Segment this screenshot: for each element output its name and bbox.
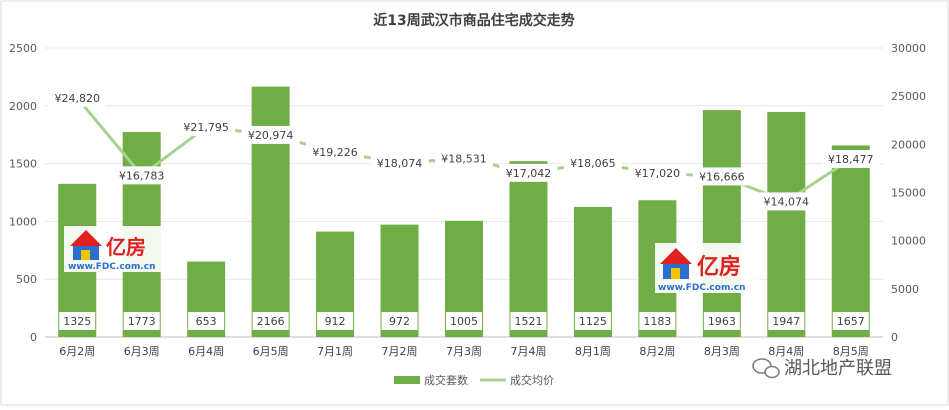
y-right-tick-label: 5000	[891, 283, 919, 296]
x-tick-label: 7月1周	[317, 345, 353, 358]
bar-label-box	[446, 312, 482, 330]
x-tick-label: 7月3周	[446, 345, 482, 358]
y-left-tick-label: 1500	[9, 158, 37, 171]
y-left-tick-label: 500	[16, 273, 37, 286]
line-label-box	[821, 150, 880, 169]
bar	[831, 145, 870, 337]
x-tick-label: 8月5周	[833, 345, 869, 358]
line-data-label: ¥18,065	[570, 157, 616, 170]
bar-data-label: 1325	[63, 315, 91, 328]
bar-label-box	[317, 312, 354, 330]
line-data-label: ¥18,074	[377, 157, 423, 170]
line-data-label: ¥14,074	[764, 195, 810, 208]
bar-data-label: 972	[389, 315, 410, 328]
line-label-box	[757, 192, 816, 211]
y-right-tick-label: 10000	[891, 235, 926, 248]
y-left-tick-label: 2500	[9, 42, 37, 55]
bar-label-box	[381, 312, 418, 330]
fdc-logo-watermark-right: 亿房 www.FDC.com.cn	[655, 243, 759, 293]
bar-data-label: 1521	[514, 315, 542, 328]
y-left-tick-label: 0	[30, 331, 37, 344]
line-label-box	[370, 153, 429, 172]
chart-title: 近13周武汉市商品住宅成交走势	[373, 12, 574, 29]
x-tick-label: 7月4周	[510, 345, 546, 358]
wechat-account-name: 湖北地产联盟	[784, 358, 892, 379]
bar	[509, 161, 548, 337]
bar-label-box	[703, 312, 740, 330]
y-left-tick-label: 1000	[9, 215, 37, 228]
y-right-tick-label: 20000	[891, 138, 926, 151]
wechat-watermark: 湖北地产联盟	[752, 358, 892, 379]
bar-label-box	[768, 312, 805, 330]
bar-label-box	[59, 312, 96, 330]
bar-label-box	[639, 312, 676, 330]
bar-label-box	[123, 312, 160, 330]
chart-legend: 成交套数 成交均价	[394, 373, 554, 387]
line-label-box	[499, 163, 558, 182]
line-data-label: ¥18,531	[441, 152, 487, 165]
x-tick-label: 8月1周	[575, 345, 611, 358]
line-data-label: ¥24,820	[54, 92, 100, 105]
line-data-label: ¥21,795	[183, 121, 229, 134]
line-data-label: ¥20,974	[248, 129, 294, 142]
legend-line-label: 成交均价	[510, 373, 554, 387]
line-data-label: ¥19,226	[312, 146, 358, 159]
bar-label-box	[188, 312, 225, 330]
line-label-box	[306, 142, 365, 161]
legend-bar-label: 成交套数	[424, 373, 468, 387]
bar	[251, 86, 290, 337]
x-tick-label: 6月3周	[124, 345, 160, 358]
x-tick-label: 7月2周	[382, 345, 418, 358]
x-tick-label: 8月4周	[768, 345, 804, 358]
logo-url-text: www.FDC.com.cn	[658, 283, 746, 293]
x-tick-label: 8月3周	[704, 345, 740, 358]
line-data-label: ¥18,477	[828, 153, 874, 166]
line-data-label: ¥17,020	[635, 167, 681, 180]
line-label-box	[435, 149, 493, 168]
line-label-box	[241, 125, 300, 144]
y-right-tick-label: 0	[891, 331, 898, 344]
bar-data-label: 2166	[257, 315, 285, 328]
line-data-label: ¥16,783	[119, 169, 165, 182]
bar	[767, 111, 806, 337]
line-label-box	[563, 153, 622, 172]
line-label-box	[692, 167, 751, 186]
logo-text: 亿房	[697, 254, 741, 280]
bar-data-label: 653	[196, 315, 217, 328]
bar-label-box	[832, 312, 869, 330]
bar-data-label: 1657	[837, 315, 865, 328]
x-tick-label: 6月5周	[253, 345, 289, 358]
logo-text: 亿房	[106, 235, 146, 259]
line-label-box	[177, 118, 236, 137]
legend-bar-swatch	[394, 376, 420, 384]
logo-url-text: www.FDC.com.cn	[68, 262, 156, 272]
y-right-tick-label: 15000	[891, 187, 926, 200]
bar-data-label: 1947	[772, 315, 800, 328]
fdc-logo-watermark-left: 亿房 www.FDC.com.cn	[64, 226, 168, 272]
bar-data-label: 1005	[450, 315, 478, 328]
x-tick-label: 8月2周	[639, 345, 675, 358]
bar-label-box	[252, 312, 289, 330]
bar-label-box	[574, 312, 611, 330]
y-left-tick-label: 2000	[9, 100, 37, 113]
y-right-tick-label: 25000	[891, 90, 926, 103]
bar-data-label: 1183	[643, 315, 671, 328]
line-data-label: ¥16,666	[699, 170, 745, 183]
bar-data-label: 1125	[579, 315, 607, 328]
line-data-label: ¥17,042	[506, 167, 552, 180]
line-label-box	[48, 88, 107, 107]
x-tick-label: 6月2周	[59, 345, 95, 358]
x-tick-label: 6月4周	[188, 345, 224, 358]
y-right-tick-label: 30000	[891, 42, 926, 55]
bar-data-label: 1963	[708, 315, 736, 328]
bar-label-box	[510, 312, 547, 330]
bar-data-label: 912	[325, 315, 346, 328]
wechat-icon-small	[764, 365, 780, 379]
bar-data-label: 1773	[128, 315, 156, 328]
line-label-box	[628, 164, 687, 183]
bar	[702, 110, 741, 337]
line-label-box	[112, 166, 171, 185]
